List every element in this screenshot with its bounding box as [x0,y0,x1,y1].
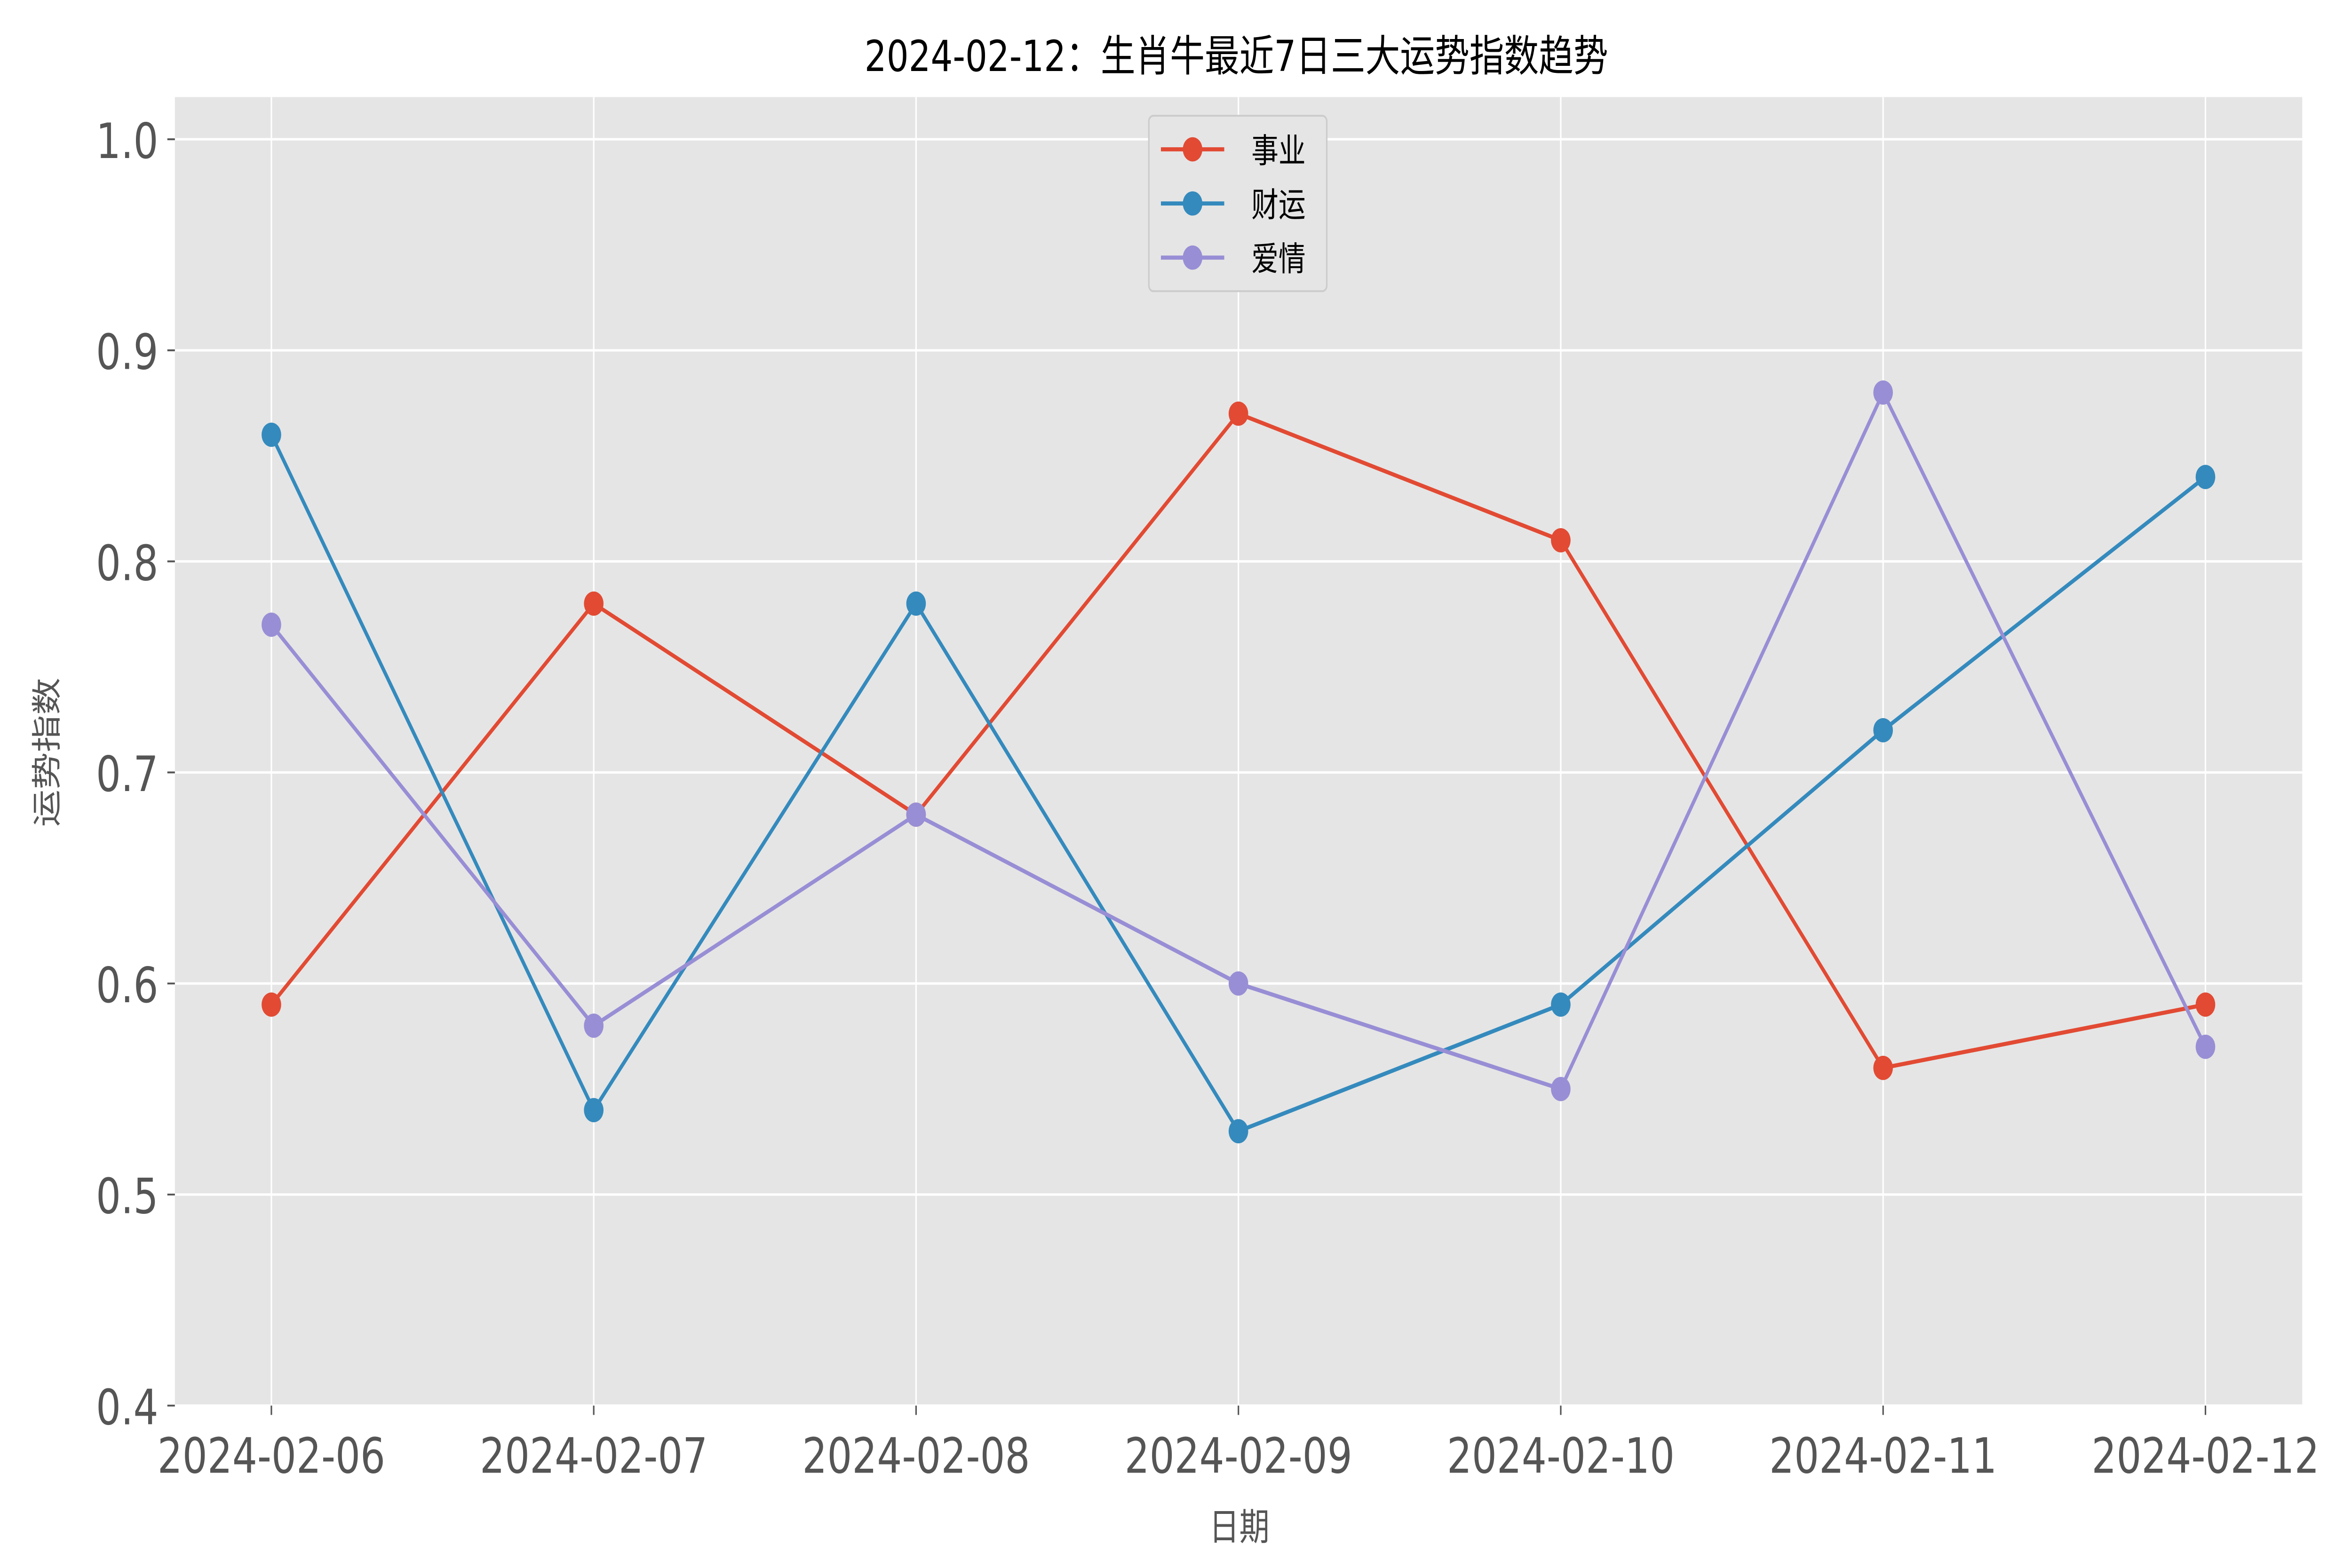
series-2 [262,380,2216,1101]
data-point [906,591,926,616]
y-tick-label: 1.0 [96,113,159,170]
x-tick-label: 2024-02-08 [802,1428,1030,1485]
data-point [1873,1055,1893,1080]
data-point [1551,992,1571,1017]
data-point [584,1098,604,1123]
data-point [1873,380,1893,405]
x-tick-label: 2024-02-09 [1125,1428,1352,1485]
x-tick-label: 2024-02-06 [158,1428,385,1485]
data-point [1228,1119,1248,1144]
data-point [1228,401,1248,426]
data-point [1873,718,1893,743]
y-tick-label: 0.6 [96,958,159,1014]
data-point [1228,971,1248,996]
y-tick-label: 0.7 [96,746,159,803]
data-point [906,802,926,827]
legend-marker [1183,245,1203,270]
data-point [2195,1035,2216,1059]
legend-marker [1183,137,1203,162]
x-tick-label: 2024-02-10 [1447,1428,1675,1485]
data-point [2195,992,2216,1017]
data-point [2195,465,2216,489]
series-group [262,380,2216,1144]
y-tick-label: 0.8 [96,536,159,592]
data-point [584,591,604,616]
y-axis-label: 运势指数 [30,678,65,827]
axis-ticks: 2024-02-06 2024-02-07 2024-02-08 2024-02-09… [96,113,2320,1485]
series-1 [262,422,2216,1144]
data-point [262,612,281,637]
data-point [584,1014,604,1038]
data-point [1551,528,1571,553]
data-point [1551,1077,1571,1101]
x-tick-label: 2024-02-07 [480,1428,707,1485]
data-point [262,422,281,447]
legend-label: 事业 [1251,132,1305,171]
x-tick-label: 2024-02-11 [1769,1428,1997,1485]
y-tick-label: 0.5 [96,1169,159,1225]
legend-label: 财运 [1251,186,1305,225]
data-point [262,992,281,1017]
x-axis-label: 日期 [1209,1506,1270,1549]
x-tick-label: 2024-02-12 [2091,1428,2319,1485]
y-tick-label: 0.4 [96,1380,159,1436]
legend-marker [1183,191,1203,216]
legend-label: 爱情 [1251,240,1305,279]
y-tick-label: 0.9 [96,325,159,381]
chart-title: 2024-02-12：生肖牛最近7日三大运势指数趋势 [865,31,1608,81]
